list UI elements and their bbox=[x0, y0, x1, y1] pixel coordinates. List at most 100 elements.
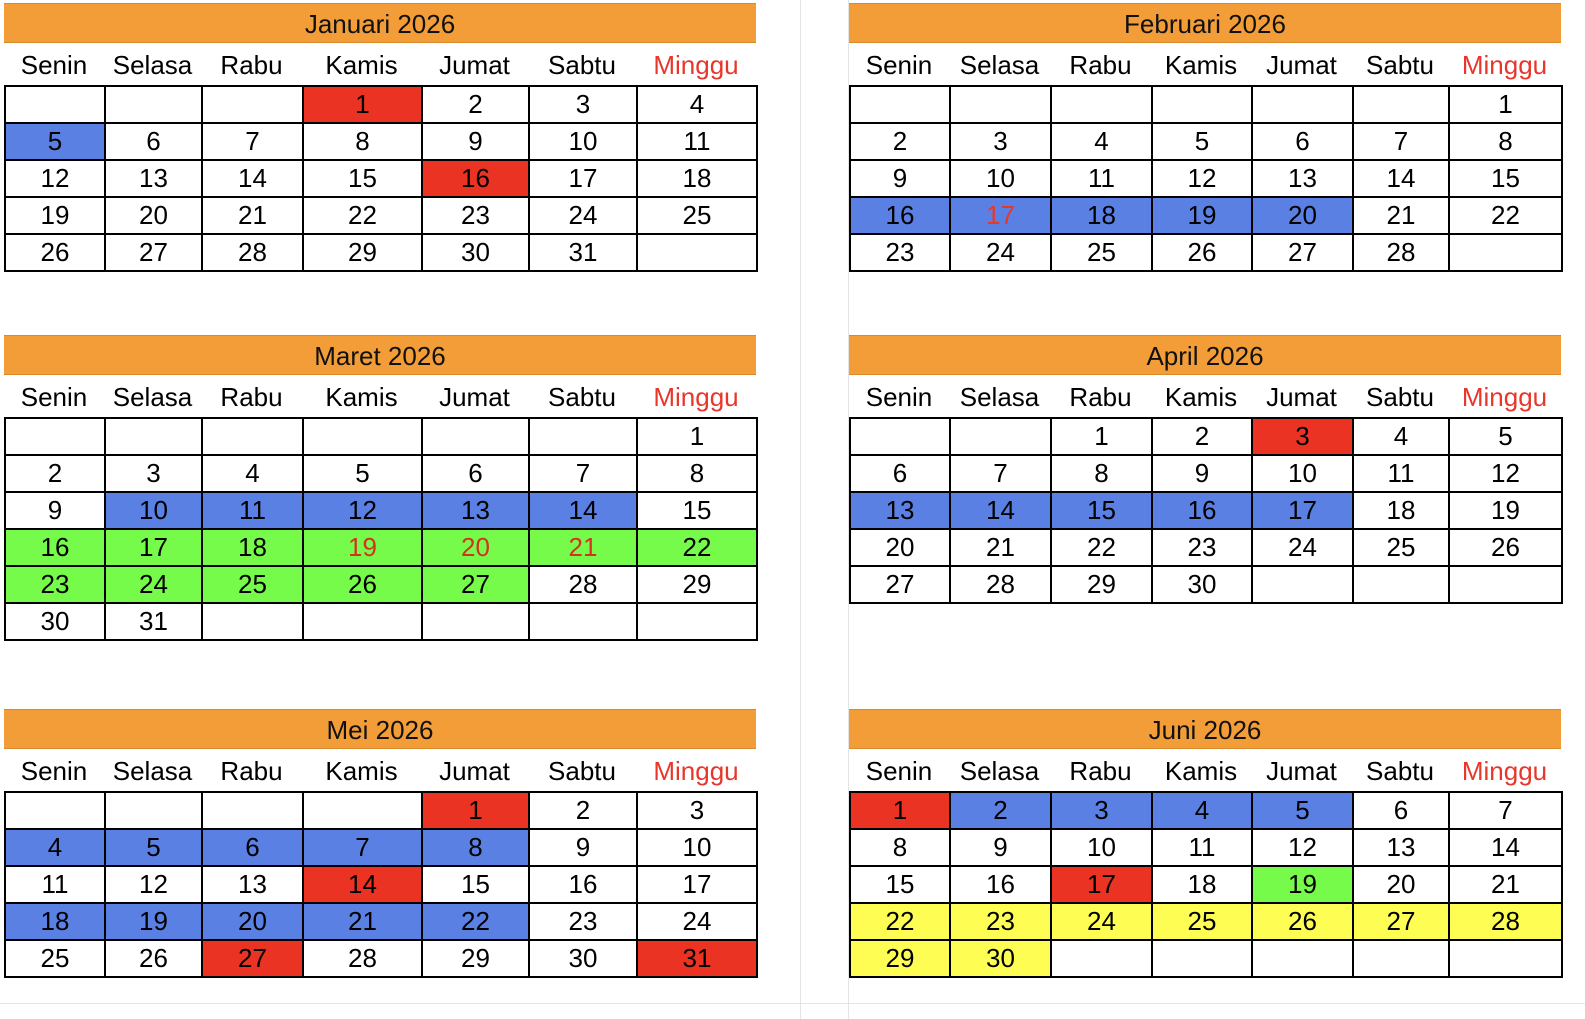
day-cell[interactable]: 12 bbox=[4, 159, 106, 198]
day-cell[interactable]: 8 bbox=[421, 828, 530, 867]
day-cell[interactable]: 16 bbox=[4, 528, 106, 567]
day-cell[interactable]: 9 bbox=[1151, 454, 1253, 493]
day-cell[interactable]: 2 bbox=[421, 85, 530, 124]
day-cell[interactable]: 28 bbox=[1448, 902, 1563, 941]
day-cell[interactable]: 6 bbox=[201, 828, 304, 867]
day-cell[interactable]: 17 bbox=[1251, 491, 1354, 530]
day-cell[interactable]: 8 bbox=[1050, 454, 1153, 493]
day-cell[interactable]: 3 bbox=[1251, 417, 1354, 456]
day-cell[interactable]: 24 bbox=[949, 233, 1052, 272]
day-cell[interactable]: 1 bbox=[1448, 85, 1563, 124]
day-cell[interactable]: 22 bbox=[302, 196, 423, 235]
day-cell[interactable] bbox=[1352, 85, 1450, 124]
day-cell[interactable]: 6 bbox=[1251, 122, 1354, 161]
day-cell[interactable]: 28 bbox=[1352, 233, 1450, 272]
day-cell[interactable]: 23 bbox=[421, 196, 530, 235]
day-cell[interactable]: 6 bbox=[104, 122, 203, 161]
day-cell[interactable] bbox=[1151, 85, 1253, 124]
day-cell[interactable]: 13 bbox=[1251, 159, 1354, 198]
day-cell[interactable]: 12 bbox=[104, 865, 203, 904]
day-cell[interactable]: 15 bbox=[849, 865, 951, 904]
day-cell[interactable]: 9 bbox=[528, 828, 638, 867]
day-cell[interactable]: 24 bbox=[1251, 528, 1354, 567]
day-cell[interactable]: 3 bbox=[1050, 791, 1153, 830]
day-cell[interactable]: 13 bbox=[1352, 828, 1450, 867]
day-cell[interactable]: 12 bbox=[302, 491, 423, 530]
day-cell[interactable] bbox=[104, 417, 203, 456]
day-cell[interactable]: 18 bbox=[201, 528, 304, 567]
day-cell[interactable] bbox=[528, 602, 638, 641]
day-cell[interactable]: 20 bbox=[1251, 196, 1354, 235]
day-cell[interactable]: 16 bbox=[528, 865, 638, 904]
day-cell[interactable]: 13 bbox=[421, 491, 530, 530]
day-cell[interactable]: 22 bbox=[1448, 196, 1563, 235]
day-cell[interactable]: 19 bbox=[4, 196, 106, 235]
day-cell[interactable]: 31 bbox=[104, 602, 203, 641]
day-cell[interactable]: 22 bbox=[849, 902, 951, 941]
day-cell[interactable]: 14 bbox=[528, 491, 638, 530]
day-cell[interactable]: 11 bbox=[1050, 159, 1153, 198]
day-cell[interactable]: 15 bbox=[421, 865, 530, 904]
day-cell[interactable]: 14 bbox=[1352, 159, 1450, 198]
day-cell[interactable]: 14 bbox=[1448, 828, 1563, 867]
day-cell[interactable]: 26 bbox=[4, 233, 106, 272]
day-cell[interactable]: 26 bbox=[1151, 233, 1253, 272]
day-cell[interactable]: 7 bbox=[528, 454, 638, 493]
day-cell[interactable]: 8 bbox=[302, 122, 423, 161]
day-cell[interactable]: 12 bbox=[1151, 159, 1253, 198]
day-cell[interactable]: 20 bbox=[421, 528, 530, 567]
day-cell[interactable] bbox=[636, 233, 758, 272]
day-cell[interactable] bbox=[849, 417, 951, 456]
day-cell[interactable]: 18 bbox=[1151, 865, 1253, 904]
day-cell[interactable] bbox=[1448, 233, 1563, 272]
day-cell[interactable] bbox=[201, 602, 304, 641]
day-cell[interactable]: 1 bbox=[421, 791, 530, 830]
day-cell[interactable] bbox=[528, 417, 638, 456]
day-cell[interactable]: 5 bbox=[1151, 122, 1253, 161]
day-cell[interactable]: 28 bbox=[302, 939, 423, 978]
day-cell[interactable]: 14 bbox=[302, 865, 423, 904]
day-cell[interactable] bbox=[201, 85, 304, 124]
day-cell[interactable]: 2 bbox=[1151, 417, 1253, 456]
day-cell[interactable]: 17 bbox=[949, 196, 1052, 235]
day-cell[interactable]: 29 bbox=[421, 939, 530, 978]
day-cell[interactable] bbox=[4, 85, 106, 124]
day-cell[interactable]: 6 bbox=[849, 454, 951, 493]
day-cell[interactable]: 6 bbox=[1352, 791, 1450, 830]
day-cell[interactable]: 21 bbox=[302, 902, 423, 941]
day-cell[interactable]: 2 bbox=[4, 454, 106, 493]
day-cell[interactable]: 13 bbox=[104, 159, 203, 198]
day-cell[interactable]: 17 bbox=[1050, 865, 1153, 904]
day-cell[interactable]: 11 bbox=[636, 122, 758, 161]
day-cell[interactable]: 10 bbox=[1050, 828, 1153, 867]
day-cell[interactable]: 20 bbox=[201, 902, 304, 941]
day-cell[interactable]: 20 bbox=[104, 196, 203, 235]
day-cell[interactable]: 18 bbox=[1050, 196, 1153, 235]
day-cell[interactable]: 4 bbox=[636, 85, 758, 124]
day-cell[interactable]: 3 bbox=[528, 85, 638, 124]
day-cell[interactable] bbox=[4, 791, 106, 830]
day-cell[interactable]: 5 bbox=[1448, 417, 1563, 456]
day-cell[interactable]: 12 bbox=[1448, 454, 1563, 493]
day-cell[interactable] bbox=[104, 85, 203, 124]
day-cell[interactable]: 10 bbox=[1251, 454, 1354, 493]
day-cell[interactable]: 11 bbox=[201, 491, 304, 530]
day-cell[interactable]: 30 bbox=[949, 939, 1052, 978]
day-cell[interactable] bbox=[849, 85, 951, 124]
day-cell[interactable]: 5 bbox=[104, 828, 203, 867]
day-cell[interactable]: 17 bbox=[636, 865, 758, 904]
day-cell[interactable]: 1 bbox=[1050, 417, 1153, 456]
day-cell[interactable]: 8 bbox=[849, 828, 951, 867]
day-cell[interactable]: 10 bbox=[528, 122, 638, 161]
day-cell[interactable]: 30 bbox=[1151, 565, 1253, 604]
day-cell[interactable]: 29 bbox=[302, 233, 423, 272]
day-cell[interactable]: 9 bbox=[421, 122, 530, 161]
day-cell[interactable]: 9 bbox=[949, 828, 1052, 867]
day-cell[interactable]: 24 bbox=[1050, 902, 1153, 941]
day-cell[interactable]: 23 bbox=[949, 902, 1052, 941]
day-cell[interactable]: 27 bbox=[104, 233, 203, 272]
day-cell[interactable]: 16 bbox=[849, 196, 951, 235]
day-cell[interactable]: 24 bbox=[104, 565, 203, 604]
day-cell[interactable]: 28 bbox=[201, 233, 304, 272]
day-cell[interactable]: 8 bbox=[1448, 122, 1563, 161]
